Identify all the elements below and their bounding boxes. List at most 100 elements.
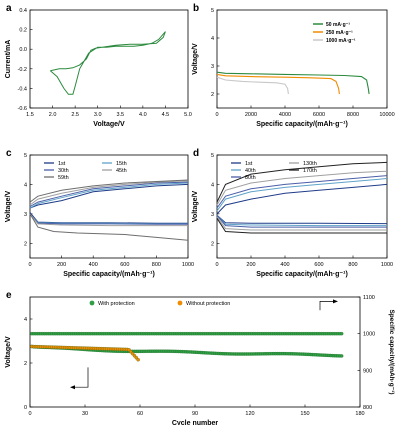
plot-frame-b — [216, 9, 388, 109]
x-axis-label: Cycle number — [172, 420, 219, 425]
x-tick-label: 150 — [300, 411, 309, 417]
y-tick-label: 3 — [211, 212, 214, 218]
arrowhead-icon — [70, 385, 75, 390]
x-tick-label: 2.0 — [49, 112, 57, 118]
discharge-curve — [216, 216, 387, 231]
x-tick-label: 4.5 — [162, 112, 170, 118]
discharge-curve — [216, 214, 388, 225]
series-line-250 — [216, 73, 340, 95]
legend-label: 15th — [116, 161, 127, 167]
discharge-curve — [29, 212, 188, 224]
y-tick-label: 0.2 — [19, 28, 27, 34]
charge-curve — [216, 170, 388, 206]
x-tick-label: 3.0 — [94, 112, 102, 118]
panel-letter-a: a — [6, 3, 12, 14]
plot-frame-a — [29, 9, 189, 109]
x-tick-label: 0 — [28, 262, 31, 268]
y-right-axis-label: Specific capacity/(mAh·g⁻¹) — [388, 309, 395, 394]
legend-label: 40th — [245, 168, 256, 174]
y-tick-label: 3 — [24, 212, 27, 218]
charge-curve — [216, 161, 388, 203]
x-tick-label: 180 — [355, 411, 364, 417]
charge-curve — [29, 182, 189, 209]
x-axis-label: Specific capacity/(mAh·g⁻¹) — [63, 271, 155, 278]
x-tick-label: 4000 — [279, 112, 291, 118]
discharge-curve — [29, 213, 189, 241]
discharge-curve — [216, 214, 387, 227]
y-tick-label: 0.0 — [19, 47, 27, 53]
x-tick-label: 30 — [82, 411, 88, 417]
legend-label: 170th — [303, 168, 317, 174]
x-tick-label: 60 — [137, 411, 143, 417]
y-axis-label: Voltage/V — [192, 43, 199, 75]
legend-marker — [177, 300, 183, 306]
y-tick-label: 4 — [24, 317, 27, 323]
legend-label: 1st — [245, 161, 253, 167]
charge-curve — [216, 175, 388, 209]
left-axis-arrow — [72, 367, 89, 388]
x-tick-label: 0 — [28, 411, 31, 417]
x-tick-label: 90 — [192, 411, 198, 417]
arrowhead-icon — [333, 299, 338, 304]
x-axis-label: Specific capacity/(mAh·g⁻¹) — [256, 121, 348, 128]
x-tick-label: 400 — [280, 262, 289, 268]
panel-letter-c: c — [6, 148, 12, 159]
y-axis-label: Voltage/V — [5, 336, 12, 368]
charge-curve — [29, 183, 189, 209]
y-tick-label: 2 — [211, 92, 214, 98]
legend-label: 80th — [245, 175, 256, 181]
x-tick-label: 200 — [57, 262, 66, 268]
x-tick-label: 800 — [348, 262, 357, 268]
x-tick-label: 200 — [246, 262, 255, 268]
x-tick-label: 6000 — [313, 112, 325, 118]
y-tick-label: 3 — [211, 64, 214, 70]
x-tick-label: 10000 — [379, 112, 394, 118]
y-right-tick-label: 800 — [363, 405, 372, 411]
data-point — [136, 357, 140, 362]
x-tick-label: 600 — [120, 262, 129, 268]
legend-label: Without protection — [186, 301, 230, 307]
y-tick-label: 0.4 — [19, 8, 27, 14]
y-tick-label: 0 — [24, 405, 27, 411]
discharge-curve — [29, 213, 188, 227]
panel-letter-b: b — [193, 3, 199, 14]
y-tick-label: -0.2 — [18, 67, 27, 73]
y-tick-label: 2 — [24, 361, 27, 367]
data-point — [339, 354, 344, 358]
x-tick-label: 0 — [215, 262, 218, 268]
y-axis-label: Voltage/V — [192, 190, 199, 222]
legend-marker — [89, 300, 95, 306]
data-point — [339, 331, 344, 336]
legend-label: 1st — [58, 161, 66, 167]
legend-label: 45th — [116, 168, 127, 174]
charge-curve — [29, 181, 189, 207]
x-tick-label: 3.5 — [116, 112, 124, 118]
series-line-50 — [216, 71, 370, 95]
y-right-tick-label: 1000 — [363, 332, 375, 338]
y-axis-label: Current/mA — [5, 40, 12, 79]
x-tick-label: 1000 — [381, 262, 393, 268]
charge-curve — [29, 180, 189, 206]
y-tick-label: 2 — [211, 241, 214, 247]
x-tick-label: 4.0 — [139, 112, 147, 118]
series-line-1000 — [216, 76, 289, 95]
legend-label: 1000 mA·g⁻¹ — [326, 38, 356, 44]
legend-label: 130th — [303, 161, 317, 167]
cv-curve — [49, 31, 166, 95]
charge-curve — [216, 178, 388, 212]
x-tick-label: 120 — [245, 411, 254, 417]
charge-curve — [216, 183, 388, 215]
legend-label: 250 mA·g⁻¹ — [326, 30, 353, 36]
x-tick-label: 1000 — [182, 262, 194, 268]
y-axis-label: Voltage/V — [5, 190, 12, 222]
x-tick-label: 2.5 — [71, 112, 79, 118]
x-tick-label: 5.0 — [184, 112, 192, 118]
y-tick-label: 5 — [211, 8, 214, 14]
y-right-tick-label: 900 — [363, 368, 372, 374]
right-axis-arrow — [319, 301, 336, 311]
panel-letter-e: e — [6, 290, 12, 301]
y-right-tick-label: 1100 — [363, 295, 375, 301]
legend-label: 59th — [58, 175, 69, 181]
y-tick-label: 5 — [24, 153, 27, 159]
